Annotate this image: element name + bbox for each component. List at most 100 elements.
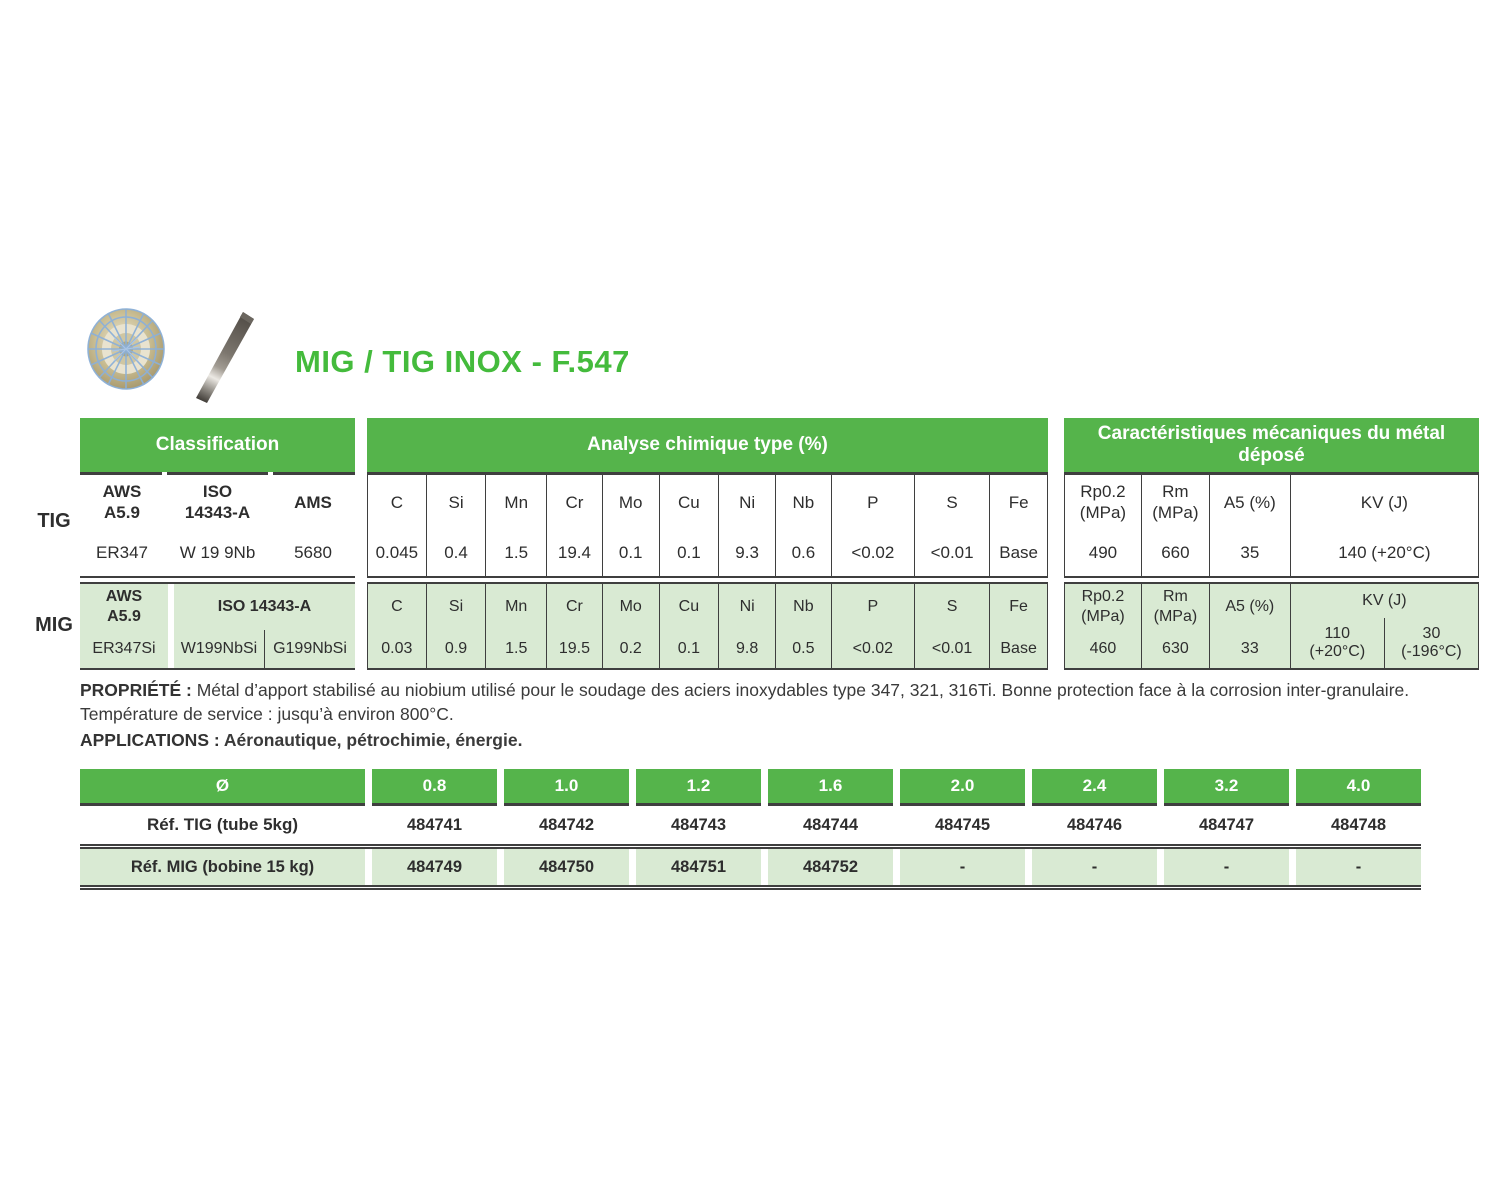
cell-value: <0.02 xyxy=(852,640,894,658)
chemical-header: Analyse chimique type (%) xyxy=(367,418,1048,475)
col-header: S xyxy=(946,492,958,512)
cell-value: 0.4 xyxy=(444,543,468,563)
col-header: Si xyxy=(448,492,464,512)
diameter-symbol-header: Ø xyxy=(80,769,365,806)
diameter-header: 3.2 xyxy=(1164,769,1289,806)
ref-value: 484742 xyxy=(538,815,595,834)
cell-value: 1.5 xyxy=(505,640,528,658)
mig-ref-label: Réf. MIG (bobine 15 kg) xyxy=(80,849,365,885)
col-header: Mn xyxy=(504,492,529,512)
mig-chemical-row: C 0.03 Si 0.9 Mn 1.5 Cr 19.5 Mo 0.2 Cu 0.1 Ni 9… xyxy=(367,582,1048,670)
row-label-tig: TIG xyxy=(37,510,71,532)
ref-value: 484745 xyxy=(934,815,991,834)
cell-value: 9.8 xyxy=(736,640,759,658)
cell-value: 0.03 xyxy=(381,640,413,658)
cell-value: ER347Si xyxy=(92,640,156,658)
col-header: C xyxy=(390,492,403,512)
diameter-header: 1.2 xyxy=(636,769,761,806)
col-header: P xyxy=(867,598,879,616)
reference-table: Ø 0.8 1.0 1.2 1.6 2.0 2.4 3.2 4.0 Réf. T… xyxy=(80,769,1421,890)
cell-value: 33 xyxy=(1240,640,1259,658)
col-header: A5 (%) xyxy=(1225,598,1275,616)
col-header: Si xyxy=(448,598,464,616)
property-paragraph: PROPRIÉTÉ : Métal d’apport stabilisé au … xyxy=(80,679,1432,727)
cell-value: Base xyxy=(1000,640,1037,658)
tig-classification-row: AWS A5.9 ER347 ISO 14343-A W 19 9Nb AMS … xyxy=(80,475,355,578)
cell-value: <0.01 xyxy=(930,543,974,563)
ref-value: - xyxy=(1164,849,1289,885)
col-header: ISO 14343-A xyxy=(184,482,251,522)
classification-block: Classification AWS A5.9 ER347 ISO 14343-… xyxy=(80,418,355,670)
col-header: Mo xyxy=(618,492,643,512)
cell-value: W199NbSi xyxy=(180,639,258,657)
cell-value: 0.1 xyxy=(677,640,701,658)
col-header: P xyxy=(867,492,879,512)
ref-value: 484741 xyxy=(406,815,463,834)
properties-section: PROPRIÉTÉ : Métal d’apport stabilisé au … xyxy=(80,679,1432,752)
applications-paragraph: APPLICATIONS : Aéronautique, pétrochimie… xyxy=(80,729,1432,753)
cell-value: 0.5 xyxy=(792,640,815,658)
cell-value: 0.1 xyxy=(618,543,643,563)
col-header: Rp0.2 (MPa) xyxy=(1079,482,1127,522)
classification-underline xyxy=(80,472,355,475)
col-header: AWS A5.9 xyxy=(102,482,142,522)
ref-value: 484744 xyxy=(802,815,859,834)
col-header: Cr xyxy=(565,492,584,512)
ref-value: - xyxy=(1296,849,1421,885)
col-header: Cu xyxy=(678,492,700,512)
ref-value: 484752 xyxy=(768,849,893,885)
mig-mechanical-row: Rp0.2 (MPa) 460 Rm (MPa) 630 A5 (%) 33 KV (… xyxy=(1064,582,1479,670)
col-header: KV (J) xyxy=(1360,492,1408,512)
ref-value: 484746 xyxy=(1066,815,1123,834)
ref-value: 484749 xyxy=(372,849,497,885)
col-header: Rm (MPa) xyxy=(1152,482,1199,522)
cell-value: 460 xyxy=(1089,640,1117,658)
col-header: Ni xyxy=(739,598,755,616)
cell-value: 19.5 xyxy=(558,640,590,658)
col-header: Ni xyxy=(739,492,756,512)
cell-value: 660 xyxy=(1161,543,1190,563)
cell-value: 0.6 xyxy=(791,543,816,563)
tig-mechanical-row: Rp0.2 (MPa) 490 Rm (MPa) 660 A5 (%) 35 KV (… xyxy=(1064,475,1479,578)
cell-value: 19.4 xyxy=(557,543,591,563)
cell-value: 0.045 xyxy=(375,543,419,563)
col-header: ISO 14343-A xyxy=(217,598,312,616)
ref-value: 484743 xyxy=(670,815,727,834)
applications-label: APPLICATIONS : xyxy=(80,729,220,750)
cell-value: 5680 xyxy=(294,543,332,563)
diameter-header: 1.6 xyxy=(768,769,893,806)
diameter-header: 1.0 xyxy=(504,769,629,806)
diameter-header: 2.0 xyxy=(900,769,1025,806)
cell-value: <0.02 xyxy=(851,543,895,563)
col-header: Nb xyxy=(792,492,815,512)
col-header: Rp0.2 (MPa) xyxy=(1081,588,1125,625)
cell-value: W 19 9Nb xyxy=(179,543,256,563)
ref-value: - xyxy=(1032,849,1157,885)
mig-classification-row: AWS A5.9 ER347Si ISO 14343-A W199NbSi G1… xyxy=(80,582,355,670)
diameter-header: 2.4 xyxy=(1032,769,1157,806)
cell-value: 110 (+20°C) xyxy=(1309,624,1366,660)
property-label: PROPRIÉTÉ : xyxy=(80,680,192,700)
cell-value: 0.1 xyxy=(677,543,701,563)
cell-value: 140 (+20°C) xyxy=(1338,543,1431,563)
diameter-header: 4.0 xyxy=(1296,769,1421,806)
col-header: Rm (MPa) xyxy=(1153,588,1198,625)
cell-value: 30 (-196°C) xyxy=(1383,618,1478,668)
gap xyxy=(168,584,174,668)
ref-value: 484751 xyxy=(636,849,761,885)
spec-table: TIG MIG Classification AWS A5.9 ER347 IS… xyxy=(35,418,1481,670)
col-header: AWS A5.9 xyxy=(105,588,143,625)
col-header: Mn xyxy=(505,598,528,616)
col-header: S xyxy=(946,598,958,616)
cell-value: 9.3 xyxy=(735,543,759,563)
cell-value: ER347 xyxy=(96,543,148,563)
cell-value: Base xyxy=(999,543,1038,563)
cell-value: 35 xyxy=(1240,543,1260,563)
ref-value: 484747 xyxy=(1198,815,1255,834)
tig-chemical-row: C 0.045 Si 0.4 Mn 1.5 Cr 19.4 Mo 0.1 Cu 0.1 Ni… xyxy=(367,475,1048,578)
col-header: Fe xyxy=(1009,598,1028,616)
col-header: Nb xyxy=(793,598,814,616)
tig-ref-row: Réf. TIG (tube 5kg) 484741 484742 484743… xyxy=(80,806,1421,844)
col-header: C xyxy=(391,598,403,616)
